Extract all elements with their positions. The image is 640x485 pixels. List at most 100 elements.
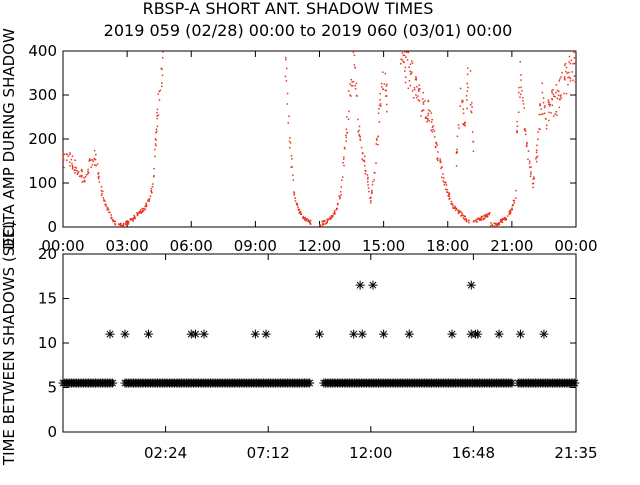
top-data-point bbox=[566, 72, 568, 74]
top-data-point bbox=[94, 164, 96, 166]
top-data-point bbox=[462, 123, 465, 126]
bottom-y-tick-label: 10 bbox=[38, 334, 57, 352]
top-data-point bbox=[442, 177, 445, 179]
top-y-tick-label: 0 bbox=[47, 218, 57, 236]
top-data-point bbox=[402, 54, 405, 57]
top-data-point bbox=[527, 158, 529, 161]
top-data-point bbox=[408, 66, 410, 69]
top-data-point bbox=[358, 134, 361, 137]
top-data-point bbox=[496, 222, 499, 225]
top-data-point bbox=[516, 130, 518, 132]
top-data-point bbox=[414, 78, 417, 81]
top-data-point bbox=[91, 164, 94, 166]
gap-point bbox=[368, 280, 378, 290]
top-data-point bbox=[464, 121, 466, 124]
gap-point bbox=[379, 329, 389, 339]
top-data-point bbox=[552, 88, 554, 91]
top-data-point bbox=[567, 76, 569, 79]
top-data-point bbox=[569, 80, 572, 82]
top-x-tick-label: 00:00 bbox=[41, 237, 84, 255]
top-data-point bbox=[548, 103, 550, 105]
top-data-point bbox=[323, 219, 326, 222]
gap-point bbox=[494, 329, 504, 339]
top-data-point bbox=[327, 218, 330, 220]
top-data-point bbox=[412, 96, 415, 99]
top-data-point bbox=[285, 67, 288, 70]
top-data-point bbox=[468, 221, 470, 224]
top-data-point bbox=[102, 197, 105, 199]
top-data-point bbox=[297, 209, 300, 212]
top-data-point bbox=[537, 138, 539, 141]
top-data-point bbox=[156, 125, 159, 128]
top-data-point bbox=[382, 88, 384, 91]
top-data-point bbox=[74, 159, 76, 162]
top-data-point bbox=[526, 141, 528, 144]
top-data-point bbox=[454, 209, 457, 211]
top-data-point bbox=[126, 220, 128, 222]
top-data-point bbox=[323, 223, 325, 225]
top-data-point bbox=[87, 173, 89, 175]
asterisk-stroke bbox=[448, 330, 456, 338]
top-data-point bbox=[150, 190, 152, 193]
top-data-point bbox=[563, 77, 566, 80]
top-data-point bbox=[155, 130, 158, 133]
top-data-point bbox=[532, 186, 534, 189]
top-data-point bbox=[385, 95, 387, 97]
top-data-point bbox=[149, 195, 152, 198]
top-data-point bbox=[85, 174, 88, 176]
gap-point bbox=[120, 329, 130, 339]
top-data-point bbox=[509, 212, 511, 215]
top-data-point bbox=[413, 87, 416, 89]
top-data-point bbox=[122, 222, 125, 225]
top-data-point bbox=[567, 83, 569, 86]
top-data-point bbox=[358, 125, 361, 128]
top-data-point bbox=[511, 205, 514, 207]
top-data-point bbox=[357, 118, 359, 121]
top-data-point bbox=[482, 217, 485, 220]
top-data-point bbox=[404, 76, 407, 78]
top-data-point bbox=[366, 174, 369, 176]
top-data-point bbox=[132, 220, 134, 222]
top-data-point bbox=[461, 101, 463, 104]
top-data-point bbox=[480, 215, 483, 218]
top-data-point bbox=[404, 70, 406, 72]
top-data-point bbox=[458, 210, 461, 213]
top-data-point bbox=[486, 215, 489, 218]
top-data-point bbox=[126, 223, 128, 226]
top-data-point bbox=[289, 142, 292, 144]
top-x-tick-label: 21:00 bbox=[490, 237, 533, 255]
top-data-point bbox=[298, 212, 301, 214]
top-data-point bbox=[556, 114, 558, 116]
top-data-point bbox=[154, 138, 157, 140]
top-data-point bbox=[79, 175, 82, 177]
top-data-point bbox=[405, 51, 408, 53]
top-data-point bbox=[375, 137, 378, 140]
top-data-point bbox=[157, 114, 160, 117]
top-data-point bbox=[71, 162, 73, 165]
top-data-point bbox=[369, 197, 371, 200]
top-data-point bbox=[69, 153, 71, 156]
top-data-point bbox=[379, 103, 382, 105]
top-data-point bbox=[445, 181, 447, 184]
top-data-point bbox=[472, 140, 474, 143]
top-data-point bbox=[544, 117, 547, 120]
top-data-point bbox=[535, 149, 538, 151]
top-data-point bbox=[420, 115, 422, 117]
top-data-point bbox=[319, 225, 322, 227]
top-data-point bbox=[556, 89, 559, 92]
top-data-point bbox=[87, 170, 89, 173]
top-data-point bbox=[518, 91, 520, 94]
top-data-point bbox=[142, 208, 145, 210]
top-data-point bbox=[379, 99, 381, 101]
top-data-point bbox=[343, 146, 346, 149]
top-data-point bbox=[465, 218, 467, 221]
top-data-point bbox=[98, 177, 100, 180]
top-data-point bbox=[122, 225, 125, 227]
top-data-point bbox=[456, 151, 458, 154]
top-data-point bbox=[137, 212, 139, 215]
top-data-point bbox=[434, 146, 437, 149]
top-data-point bbox=[364, 155, 366, 158]
gap-point bbox=[144, 329, 153, 339]
top-data-point bbox=[161, 85, 163, 88]
top-data-point bbox=[306, 218, 308, 220]
